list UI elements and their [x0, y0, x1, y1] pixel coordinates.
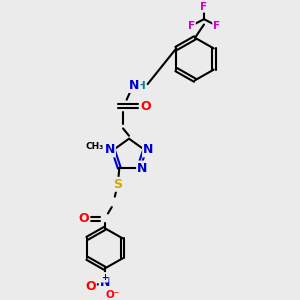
- Text: O: O: [140, 100, 151, 113]
- Text: F: F: [213, 21, 220, 31]
- Text: +: +: [101, 273, 108, 282]
- Text: O: O: [85, 280, 96, 292]
- Text: CH₃: CH₃: [85, 142, 103, 151]
- Text: N: N: [143, 143, 154, 156]
- Text: O: O: [79, 212, 89, 225]
- Text: N: N: [137, 162, 148, 175]
- Text: O⁻: O⁻: [106, 290, 120, 300]
- Text: N: N: [104, 143, 115, 156]
- Text: H: H: [136, 81, 146, 91]
- Text: S: S: [113, 178, 122, 191]
- Text: F: F: [188, 21, 195, 31]
- Text: N: N: [129, 79, 140, 92]
- Text: N: N: [100, 276, 110, 289]
- Text: F: F: [200, 2, 208, 12]
